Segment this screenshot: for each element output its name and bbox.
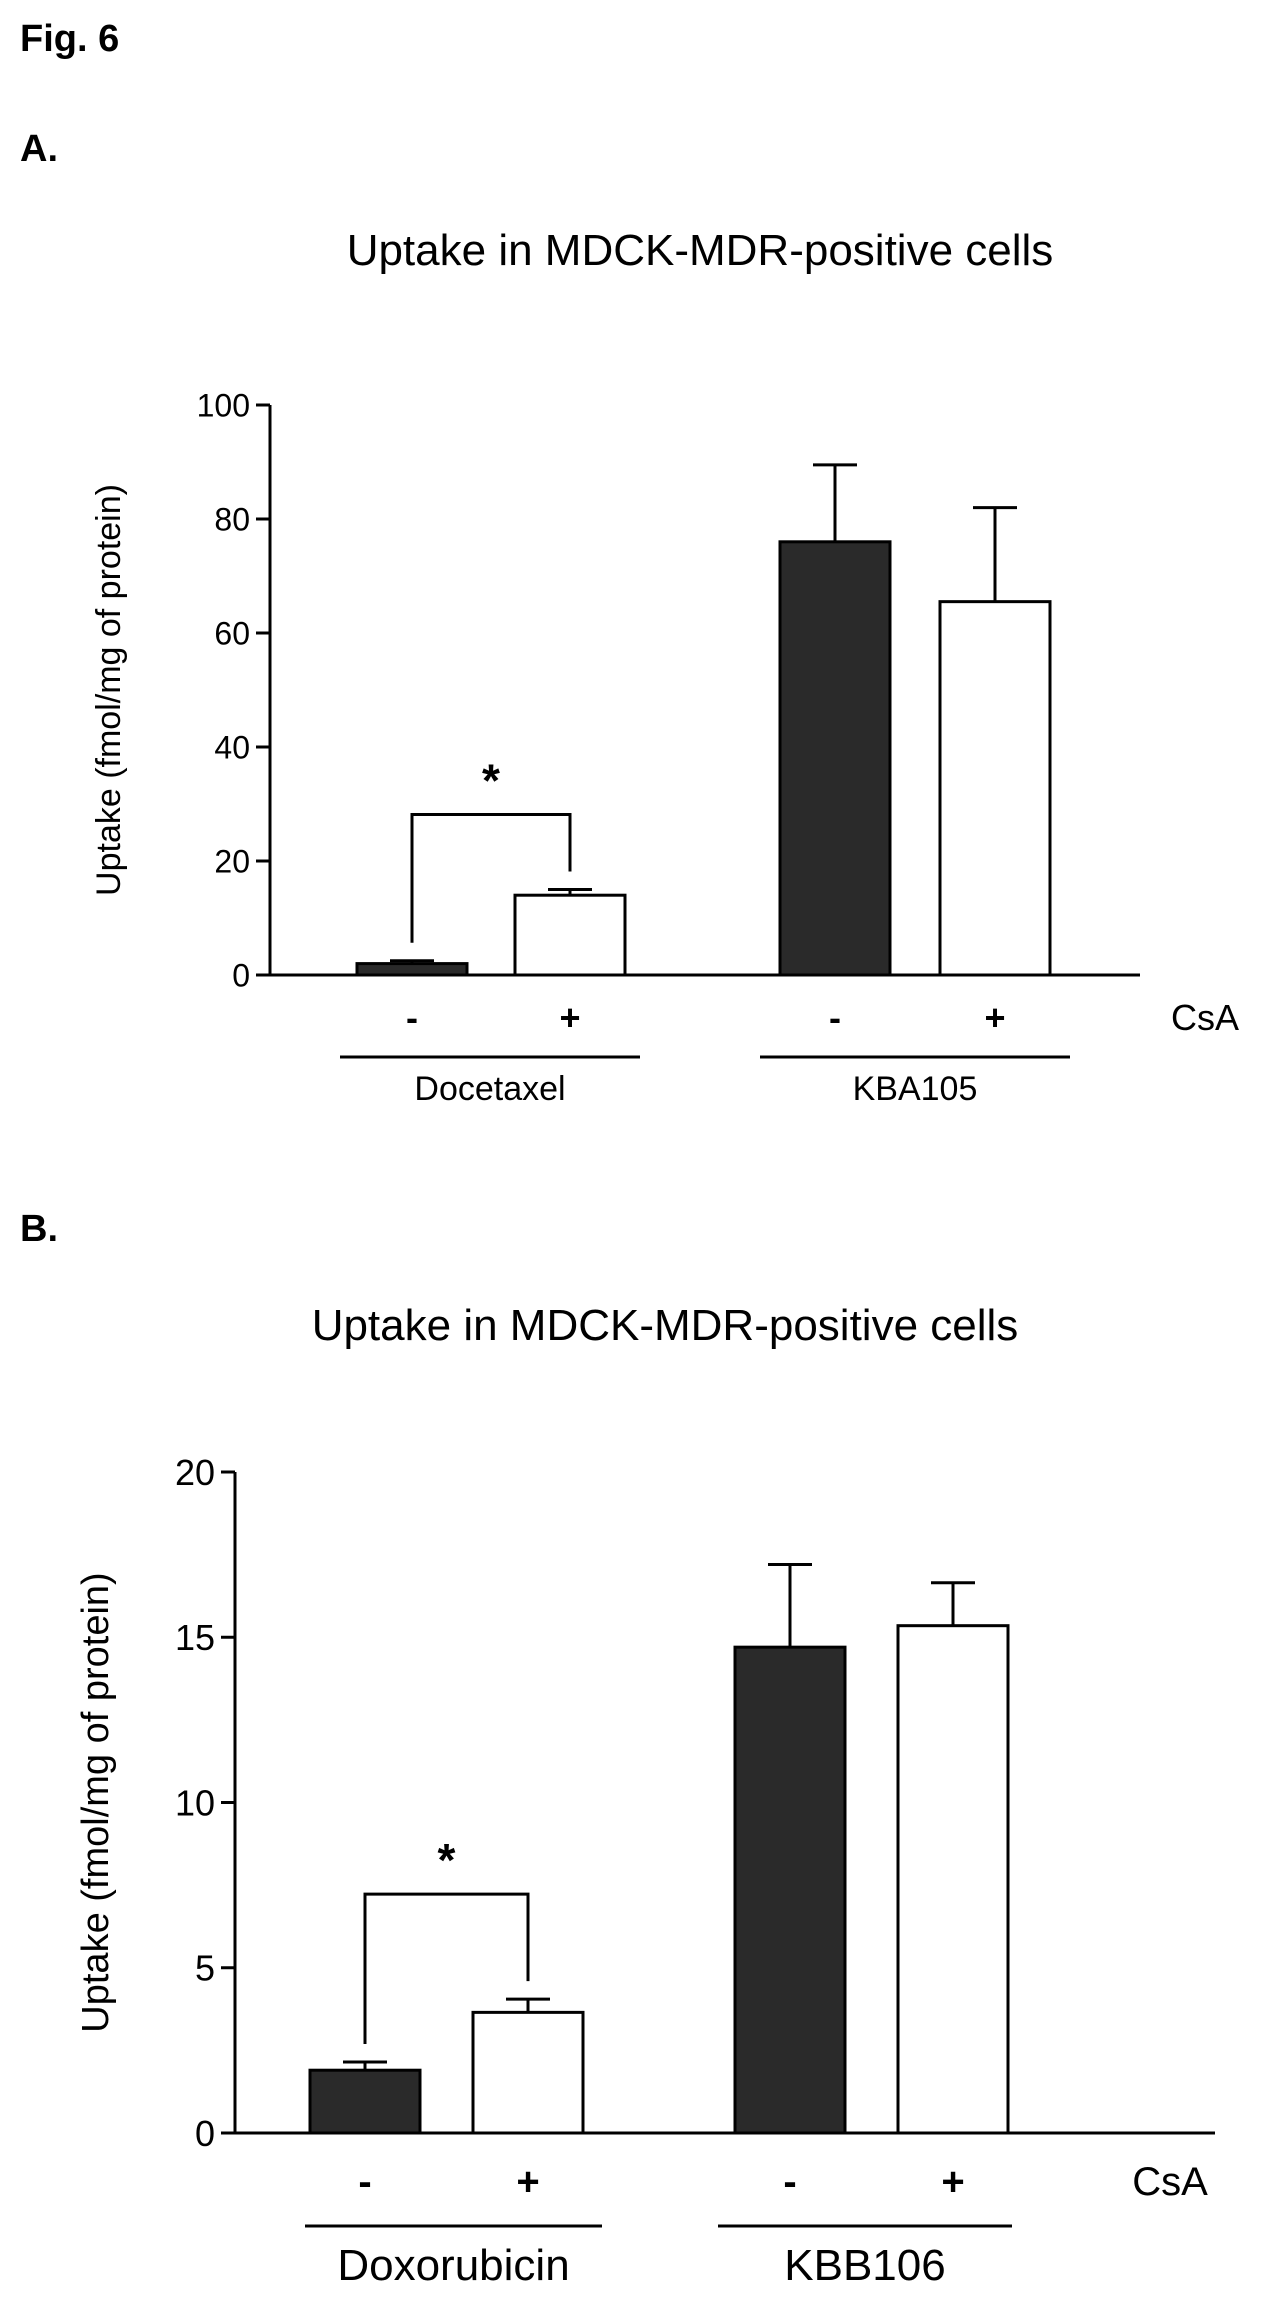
group-label: Doxorubicin bbox=[337, 2241, 569, 2290]
condition-label: + bbox=[516, 2160, 539, 2204]
bar bbox=[778, 540, 892, 977]
chart-title: Uptake in MDCK-MDR-positive cells bbox=[347, 226, 1054, 275]
condition-label: + bbox=[941, 2160, 964, 2204]
condition-label: + bbox=[559, 997, 580, 1038]
chart-title: Uptake in MDCK-MDR-positive cells bbox=[312, 1301, 1019, 1350]
bar bbox=[308, 2068, 422, 2135]
condition-axis-label: CsA bbox=[1171, 997, 1239, 1038]
y-tick-label: 100 bbox=[197, 388, 250, 424]
group-label: Docetaxel bbox=[414, 1070, 565, 1108]
condition-label: - bbox=[358, 2160, 371, 2204]
group-label: KBB106 bbox=[784, 2241, 945, 2290]
y-tick-label: 20 bbox=[214, 844, 250, 880]
significance-bracket bbox=[363, 1892, 530, 2044]
figure-title: Fig. 6 bbox=[20, 18, 120, 60]
bar bbox=[513, 893, 627, 977]
bar bbox=[733, 1645, 847, 2135]
significance-bracket bbox=[410, 813, 572, 943]
condition-label: - bbox=[406, 997, 418, 1038]
y-tick-label: 60 bbox=[214, 616, 250, 652]
significance-marker: * bbox=[482, 755, 500, 807]
group-label: KBA105 bbox=[853, 1070, 978, 1108]
y-tick-label: 0 bbox=[195, 2113, 215, 2154]
y-tick-label: 5 bbox=[195, 1948, 215, 1989]
panel-a-label: A. bbox=[20, 128, 58, 170]
y-tick-label: 15 bbox=[175, 1617, 215, 1658]
bar bbox=[938, 600, 1052, 977]
y-tick-label: 40 bbox=[214, 730, 250, 766]
significance-marker: * bbox=[438, 1834, 456, 1886]
bar bbox=[896, 1624, 1010, 2135]
y-tick-label: 20 bbox=[175, 1452, 215, 1493]
condition-label: + bbox=[984, 997, 1005, 1038]
y-tick-label: 80 bbox=[214, 502, 250, 538]
y-tick-label: 10 bbox=[175, 1782, 215, 1823]
bar bbox=[471, 2010, 585, 2135]
condition-label: - bbox=[783, 2160, 796, 2204]
y-tick-label: 0 bbox=[232, 958, 250, 994]
bar bbox=[355, 962, 469, 977]
condition-label: - bbox=[829, 997, 841, 1038]
y-axis-label: Uptake (fmol/mg of protein) bbox=[75, 1572, 117, 2032]
y-axis-label: Uptake (fmol/mg of protein) bbox=[90, 484, 128, 896]
panel-b-label: B. bbox=[20, 1208, 58, 1250]
condition-axis-label: CsA bbox=[1132, 2160, 1208, 2204]
